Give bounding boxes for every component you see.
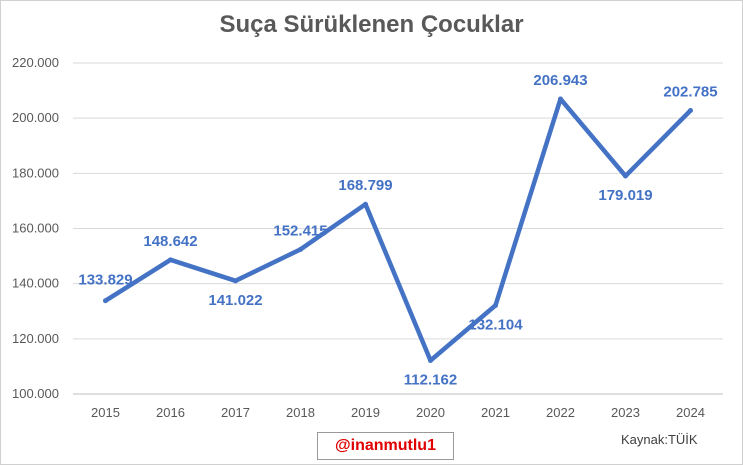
data-label: 179.019 (598, 187, 652, 204)
x-tick-label: 2020 (416, 405, 445, 420)
x-tick-label: 2021 (481, 405, 510, 420)
data-label: 206.943 (533, 72, 587, 89)
x-tick-label: 2015 (91, 405, 120, 420)
data-point (493, 302, 498, 308)
y-tick-label: 140.000 (12, 276, 59, 291)
data-point (688, 107, 693, 113)
watermark-handle: @inanmutlu1 (317, 432, 454, 460)
data-label: 168.799 (338, 177, 392, 194)
y-tick-label: 120.000 (12, 331, 59, 346)
x-tick-label: 2022 (546, 405, 575, 420)
y-tick-label: 100.000 (12, 386, 59, 401)
x-tick-label: 2024 (676, 405, 705, 420)
data-point (558, 96, 563, 102)
data-label: 141.022 (208, 292, 262, 309)
y-tick-label: 220.000 (12, 55, 59, 70)
data-label: 148.642 (143, 233, 197, 250)
data-label: 202.785 (663, 83, 717, 100)
series-line (103, 96, 693, 363)
x-tick-label: 2016 (156, 405, 185, 420)
chart-title: Suça Sürüklenen Çocuklar (219, 11, 524, 38)
x-tick-label: 2019 (351, 405, 380, 420)
data-point (428, 357, 433, 363)
x-tick-label: 2017 (221, 405, 250, 420)
source-note: Kaynak:TÜİK (621, 432, 698, 447)
data-point (363, 201, 368, 207)
data-label: 132.104 (468, 316, 523, 333)
x-tick-label: 2023 (611, 405, 640, 420)
y-tick-label: 160.000 (12, 221, 59, 236)
data-point (168, 257, 173, 263)
data-point (623, 173, 628, 179)
data-point (103, 298, 108, 304)
y-tick-label: 180.000 (12, 165, 59, 180)
x-tick-label: 2018 (286, 405, 315, 420)
y-tick-label: 200.000 (12, 110, 59, 125)
data-label: 133.829 (78, 272, 132, 289)
data-point (233, 278, 238, 284)
data-label: 112.162 (404, 371, 457, 388)
data-point (298, 246, 303, 252)
data-label: 152.415 (273, 222, 327, 239)
